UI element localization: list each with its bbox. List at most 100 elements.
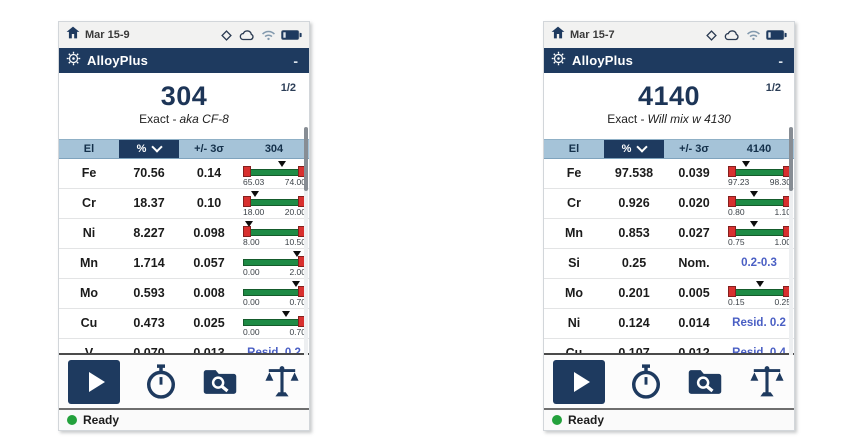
weighing-button[interactable] [264, 365, 300, 399]
header-tolerance: +/- 3σ [194, 143, 224, 155]
status-bar: Mar 15-9 [59, 22, 309, 48]
weighing-button[interactable] [749, 365, 785, 399]
minimize-button[interactable]: - [293, 52, 298, 69]
element-symbol: Ni [567, 316, 581, 330]
range-min-cap-icon [728, 226, 736, 237]
range-track [243, 196, 306, 207]
scrollbar-track[interactable] [789, 139, 793, 355]
table-row: Cu 0.107 0.012 Resid. 0.4 [544, 339, 794, 353]
element-tolerance: 0.013 [193, 346, 225, 353]
table-row: Cr 18.37 0.10 18.00 20.00 [59, 189, 309, 219]
range-min-cap-icon [243, 166, 251, 177]
header-percent-label: % [621, 143, 632, 155]
match-note: Will mix w 4130 [647, 112, 731, 126]
footer-status-bar: Ready [59, 410, 309, 430]
header-element: El [83, 143, 95, 155]
range-min-label: 0.00 [243, 297, 260, 307]
table-row: Ni 8.227 0.098 8.00 10.50 [59, 219, 309, 249]
value-marker-icon [742, 161, 751, 167]
table-row: Si 0.25 Nom. 0.2-0.3 [544, 249, 794, 279]
value-marker-icon [250, 191, 259, 197]
range-track [728, 226, 791, 237]
element-symbol: Cr [82, 196, 96, 210]
header-percent-dropdown[interactable]: % [604, 140, 664, 158]
result-header: 4140 1/2 Exact - Will mix w 4130 [544, 73, 794, 139]
element-tolerance: 0.025 [193, 316, 225, 330]
value-marker-icon [750, 191, 759, 197]
element-percent: 0.853 [618, 226, 650, 240]
range-min-label: 0.75 [728, 237, 745, 247]
element-tolerance: 0.039 [678, 166, 710, 180]
range-max-label: 0.25 [774, 297, 791, 307]
range-cell: 8.00 10.50 [239, 219, 309, 248]
scrollbar-thumb[interactable] [789, 127, 793, 191]
chevron-down-icon [636, 141, 649, 153]
timer-button[interactable] [145, 363, 177, 400]
range-track [243, 166, 306, 177]
element-list[interactable]: Fe 70.56 0.14 65.03 74.00 Cr 18.37 0.10 18.00 20.… [59, 159, 309, 353]
element-percent: 0.926 [618, 196, 650, 210]
element-list[interactable]: Fe 97.538 0.039 97.23 98.30 Cr 0.926 0.020 0.80 1… [544, 159, 794, 353]
element-tolerance: 0.057 [193, 256, 225, 270]
range-bar: 65.03 74.00 [243, 159, 306, 188]
value-marker-icon [756, 281, 765, 287]
element-symbol: Si [568, 256, 580, 270]
scrollbar-track[interactable] [304, 139, 308, 355]
value-marker-icon [281, 311, 290, 317]
measure-button[interactable] [68, 359, 120, 404]
status-icons [220, 29, 302, 42]
ready-indicator-icon [67, 415, 77, 425]
balance-scale-icon [750, 365, 784, 396]
gps-icon [706, 29, 717, 41]
range-min-label: 8.00 [243, 237, 260, 247]
header-percent-label: % [136, 143, 147, 155]
range-track [243, 286, 306, 297]
range-track [243, 256, 306, 267]
header-element: El [568, 143, 580, 155]
element-percent: 0.070 [133, 346, 165, 353]
element-percent: 1.714 [133, 256, 165, 270]
scrollbar-thumb[interactable] [304, 127, 308, 191]
range-note: Resid. 0.2 [247, 347, 301, 353]
element-symbol: Cu [80, 316, 98, 330]
range-max-label: 1.10 [774, 207, 791, 217]
table-row: Mo 0.201 0.005 0.15 0.25 [544, 279, 794, 309]
range-min-cap-icon [728, 196, 736, 207]
element-percent: 0.201 [618, 286, 650, 300]
range-min-cap-icon [243, 196, 251, 207]
status-icons [705, 29, 787, 42]
value-marker-icon [292, 251, 301, 257]
header-percent-dropdown[interactable]: % [119, 140, 179, 158]
chevron-down-icon [151, 141, 164, 153]
app-bar: AlloyPlus - [544, 48, 794, 73]
minimize-button[interactable]: - [778, 52, 783, 69]
table-row: Cu 0.473 0.025 0.00 0.70 [59, 309, 309, 339]
results-browser-button[interactable] [201, 367, 239, 397]
element-symbol: Mn [564, 226, 584, 240]
play-icon [573, 371, 590, 392]
reading-date-label: Mar 15-7 [570, 29, 615, 41]
battery-icon [281, 29, 302, 41]
ready-label: Ready [83, 413, 120, 427]
range-max-label: 2.00 [289, 267, 306, 277]
element-tolerance: 0.012 [678, 346, 710, 353]
element-tolerance: 0.014 [678, 316, 710, 330]
element-tolerance: 0.098 [193, 226, 225, 240]
range-track [243, 226, 306, 237]
table-header: El % +/- 3σ 4140 [544, 139, 794, 159]
table-row: Cr 0.926 0.020 0.80 1.10 [544, 189, 794, 219]
value-marker-icon [292, 281, 301, 287]
range-cell: 0.2-0.3 [724, 249, 794, 278]
measure-button[interactable] [553, 359, 605, 404]
range-min-label: 97.23 [728, 177, 750, 187]
range-min-label: 18.00 [243, 207, 265, 217]
element-tolerance: 0.10 [196, 196, 222, 210]
grade-title: 304 [160, 81, 208, 111]
footer-status-bar: Ready [544, 410, 794, 430]
range-min-label: 0.00 [243, 327, 260, 337]
range-cell: Resid. 0.2 [239, 339, 309, 353]
timer-button[interactable] [630, 363, 662, 400]
results-browser-button[interactable] [686, 367, 724, 397]
element-symbol: Mn [79, 256, 99, 270]
header-grade: 4140 [746, 143, 772, 155]
